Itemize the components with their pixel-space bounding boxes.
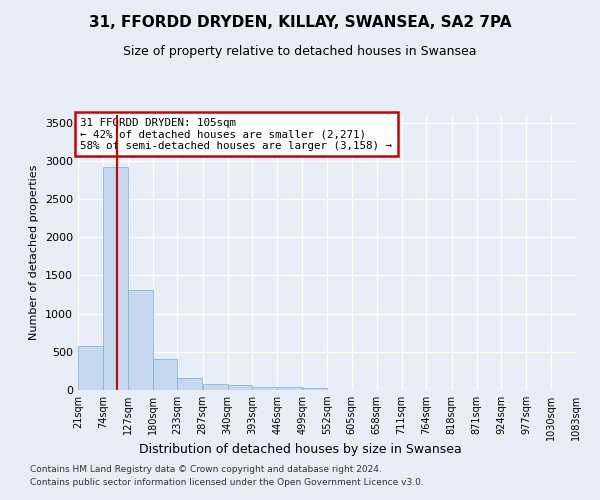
Y-axis label: Number of detached properties: Number of detached properties [29, 165, 40, 340]
Bar [103, 167, 128, 390]
Bar [302, 388, 327, 390]
Bar [203, 384, 227, 390]
Text: Distribution of detached houses by size in Swansea: Distribution of detached houses by size … [139, 442, 461, 456]
Bar [128, 290, 152, 390]
Bar [277, 387, 302, 390]
Text: Contains public sector information licensed under the Open Government Licence v3: Contains public sector information licen… [30, 478, 424, 487]
Bar [253, 386, 277, 390]
Text: Contains HM Land Registry data © Crown copyright and database right 2024.: Contains HM Land Registry data © Crown c… [30, 466, 382, 474]
Bar [78, 346, 103, 390]
Bar [227, 386, 253, 390]
Bar [178, 378, 202, 390]
Text: 31 FFORDD DRYDEN: 105sqm
← 42% of detached houses are smaller (2,271)
58% of sem: 31 FFORDD DRYDEN: 105sqm ← 42% of detach… [80, 118, 392, 151]
Bar [152, 358, 178, 390]
Text: Size of property relative to detached houses in Swansea: Size of property relative to detached ho… [123, 45, 477, 58]
Text: 31, FFORDD DRYDEN, KILLAY, SWANSEA, SA2 7PA: 31, FFORDD DRYDEN, KILLAY, SWANSEA, SA2 … [89, 15, 511, 30]
